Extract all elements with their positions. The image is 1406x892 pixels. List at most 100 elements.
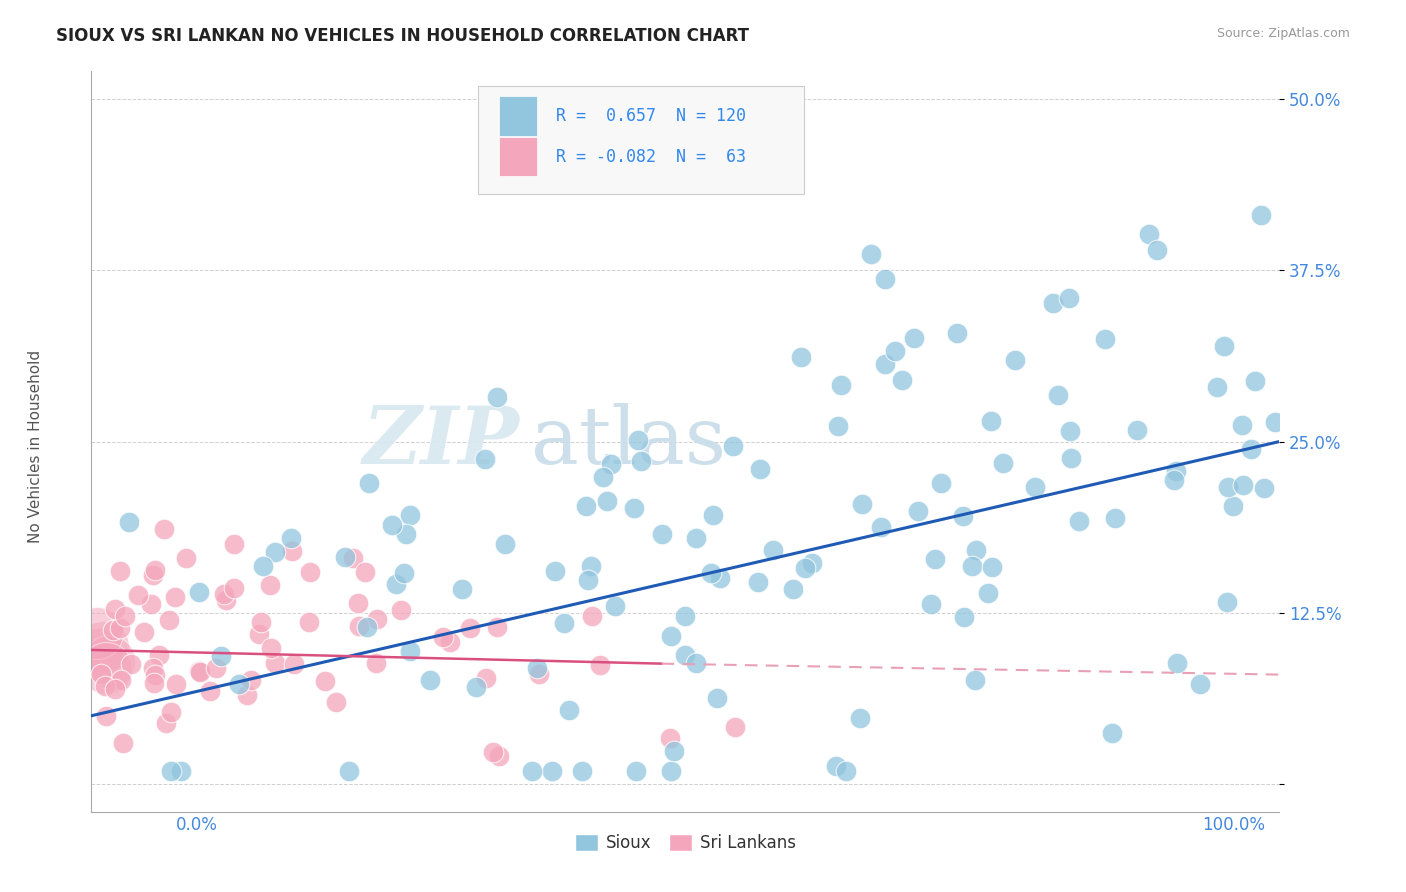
Point (603, 599, 626, 613)
Point (1166, 464, 1188, 478)
Point (827, 418, 849, 433)
Point (890, 373, 912, 387)
Point (260, 641, 283, 656)
Point (112, 736, 135, 750)
Point (381, 517, 404, 532)
Point (630, 454, 652, 468)
Point (142, 676, 165, 690)
Point (963, 673, 986, 687)
Point (366, 657, 388, 671)
Point (1046, 388, 1069, 402)
Point (259, 578, 281, 592)
Point (169, 764, 191, 778)
Point (981, 560, 1004, 574)
Point (596, 494, 619, 508)
Point (357, 476, 380, 491)
Point (389, 603, 412, 617)
Point (589, 658, 612, 673)
Point (153, 522, 176, 536)
Point (1240, 442, 1263, 456)
FancyBboxPatch shape (499, 95, 537, 136)
Point (247, 627, 270, 641)
Point (1126, 423, 1149, 437)
Point (685, 531, 707, 545)
Point (851, 497, 873, 511)
Point (399, 644, 422, 658)
Point (541, 764, 564, 778)
Point (659, 764, 682, 778)
Point (353, 565, 375, 579)
Point (920, 598, 942, 612)
Point (661, 629, 683, 643)
Point (1250, 208, 1272, 222)
Point (793, 561, 815, 575)
Point (1104, 511, 1126, 525)
Point (581, 608, 603, 623)
Point (347, 619, 370, 633)
Point (347, 596, 370, 610)
Point (1253, 481, 1275, 495)
Point (658, 731, 681, 745)
Point (235, 688, 257, 702)
Point (1101, 726, 1123, 740)
Point (94, 679, 117, 693)
Point (474, 671, 496, 685)
Point (1057, 291, 1080, 305)
Point (335, 550, 357, 565)
Text: 100.0%: 100.0% (1202, 816, 1265, 834)
Point (110, 673, 132, 687)
Point (526, 661, 548, 675)
Point (673, 648, 696, 662)
Point (160, 764, 183, 778)
FancyBboxPatch shape (499, 136, 537, 177)
Point (114, 609, 136, 624)
Point (544, 564, 567, 578)
Point (651, 526, 673, 541)
Point (488, 748, 510, 763)
Point (1205, 380, 1227, 394)
Point (142, 568, 165, 582)
Point (575, 499, 598, 513)
Point (965, 543, 987, 558)
Point (824, 759, 846, 773)
Point (134, 625, 156, 640)
Point (337, 764, 360, 778)
Point (481, 745, 503, 759)
Point (108, 621, 131, 635)
Point (700, 566, 723, 581)
Point (94, 661, 117, 675)
Point (870, 520, 893, 534)
Point (86, 647, 108, 661)
Point (155, 715, 177, 730)
Point (709, 570, 731, 584)
Point (1166, 657, 1188, 671)
Point (298, 615, 321, 629)
Point (465, 681, 488, 695)
Point (239, 673, 262, 687)
Point (977, 586, 1000, 600)
Text: 0.0%: 0.0% (176, 816, 218, 834)
Point (873, 271, 896, 285)
Point (325, 695, 347, 709)
Point (706, 691, 728, 706)
Point (1042, 295, 1064, 310)
Point (86, 626, 108, 640)
Point (873, 357, 896, 371)
Point (198, 683, 221, 698)
Point (485, 390, 508, 404)
Point (747, 574, 769, 589)
Point (860, 246, 883, 260)
Point (143, 563, 166, 577)
Point (884, 344, 907, 359)
Point (830, 378, 852, 392)
Point (264, 656, 287, 670)
Point (298, 565, 321, 579)
Text: Source: ZipAtlas.com: Source: ZipAtlas.com (1216, 27, 1350, 40)
Point (252, 559, 274, 574)
Point (1232, 478, 1254, 492)
Legend: Sioux, Sri Lankans: Sioux, Sri Lankans (568, 828, 803, 859)
Point (1004, 352, 1026, 367)
Point (118, 516, 141, 530)
Point (188, 664, 211, 678)
Point (800, 556, 823, 570)
